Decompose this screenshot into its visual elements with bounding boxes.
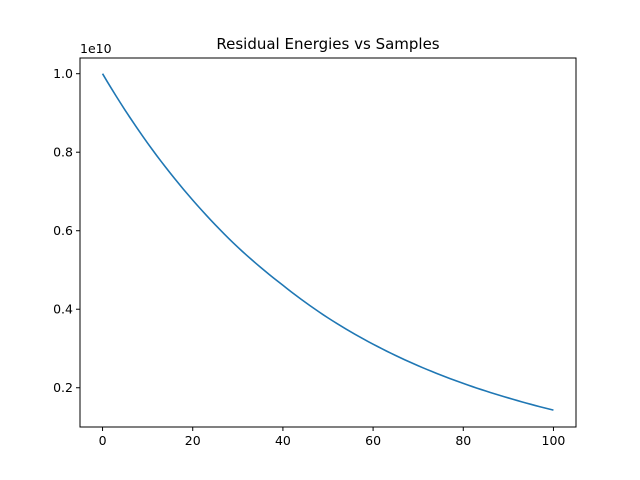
y-axis-ticks: 0.2 0.4 0.6 0.8 1.0 [53,66,80,395]
y-tick-label: 0.4 [53,302,73,317]
x-axis-ticks: 0 20 40 60 80 100 [99,427,566,448]
y-axis-offset-label: 1e10 [80,41,112,56]
plot-frame [79,57,577,428]
x-tick-label: 40 [275,433,291,448]
chart-title: Residual Energies vs Samples [216,35,439,53]
y-tick-label: 1.0 [53,66,73,81]
x-tick-label: 60 [365,433,381,448]
y-tick-label: 0.6 [53,223,73,238]
x-tick-label: 20 [185,433,201,448]
x-tick-label: 80 [455,433,471,448]
x-tick-label: 0 [99,433,107,448]
y-tick-label: 0.2 [53,380,73,395]
series-line [101,73,554,411]
x-tick-label: 100 [542,433,566,448]
y-tick-label: 0.8 [53,145,73,160]
series-layer [101,73,554,411]
